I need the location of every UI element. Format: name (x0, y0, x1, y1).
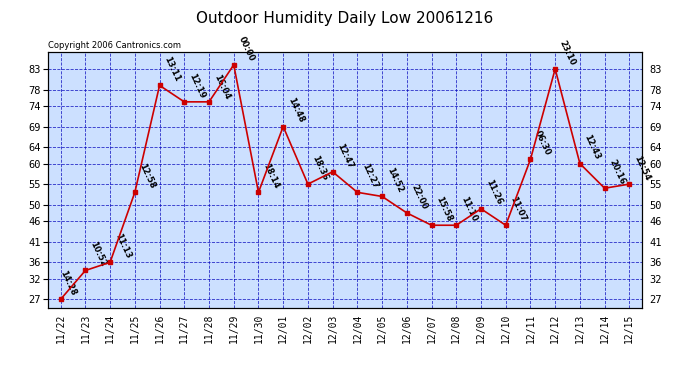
Text: 06:30: 06:30 (533, 129, 553, 157)
Text: 12:43: 12:43 (582, 134, 602, 161)
Text: Copyright 2006 Cantronics.com: Copyright 2006 Cantronics.com (48, 41, 181, 50)
Text: 22:00: 22:00 (410, 183, 429, 211)
Text: 13:11: 13:11 (162, 55, 181, 83)
Text: 20:16: 20:16 (607, 158, 627, 186)
Text: 12:19: 12:19 (187, 72, 206, 100)
Text: 14:52: 14:52 (385, 166, 404, 194)
Text: 16:04: 16:04 (212, 73, 231, 101)
Text: 14:48: 14:48 (286, 96, 306, 124)
Text: 11:26: 11:26 (484, 178, 503, 207)
Text: 00:00: 00:00 (237, 35, 256, 63)
Text: 23:10: 23:10 (558, 39, 578, 67)
Text: 10:52: 10:52 (88, 240, 108, 268)
Text: 14:28: 14:28 (58, 269, 77, 297)
Text: 18:14: 18:14 (262, 162, 281, 190)
Text: 11:10: 11:10 (459, 195, 478, 223)
Text: 15:58: 15:58 (434, 195, 454, 223)
Text: 11:13: 11:13 (113, 232, 132, 260)
Text: 12:54: 12:54 (632, 154, 651, 182)
Text: 12:47: 12:47 (335, 141, 355, 170)
Text: 12:58: 12:58 (137, 162, 157, 190)
Text: 12:27: 12:27 (360, 162, 380, 190)
Text: 18:36: 18:36 (310, 154, 330, 182)
Text: Outdoor Humidity Daily Low 20061216: Outdoor Humidity Daily Low 20061216 (197, 11, 493, 26)
Text: 11:07: 11:07 (509, 195, 528, 223)
